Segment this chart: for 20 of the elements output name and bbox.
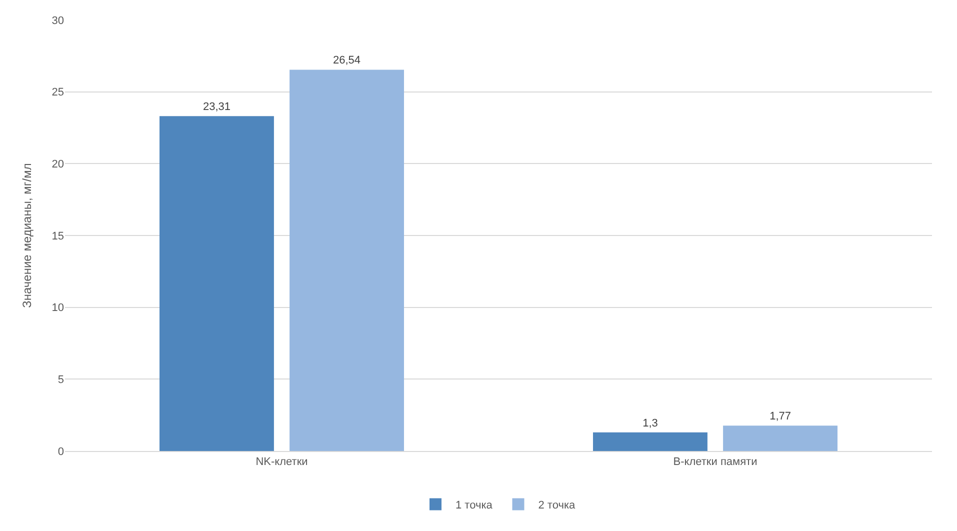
y-tick-label: 30	[52, 14, 64, 27]
bar	[160, 116, 274, 451]
data-label: 23,31	[202, 101, 230, 114]
y-tick-label: 15	[52, 230, 64, 242]
y-axis-title: Значение медианы, мг/мл	[20, 163, 34, 308]
y-tick-label: 0	[58, 446, 64, 458]
y-tick-label: 10	[52, 302, 64, 314]
bar	[723, 426, 838, 451]
legend-label: 2 точка	[538, 500, 576, 512]
y-tick-label: 20	[52, 158, 64, 171]
y-tick-label: 25	[52, 86, 64, 99]
data-label: 1,3	[642, 417, 658, 430]
x-tick-label: B-клетки памяти	[673, 456, 758, 468]
bar	[290, 70, 404, 451]
data-label: 26,54	[333, 54, 361, 67]
bar	[593, 432, 708, 451]
legend-label: 1 точка	[456, 500, 494, 512]
data-label: 1,77	[770, 410, 791, 423]
x-tick-label: NK-клетки	[256, 456, 308, 468]
y-tick-label: 5	[58, 374, 64, 386]
